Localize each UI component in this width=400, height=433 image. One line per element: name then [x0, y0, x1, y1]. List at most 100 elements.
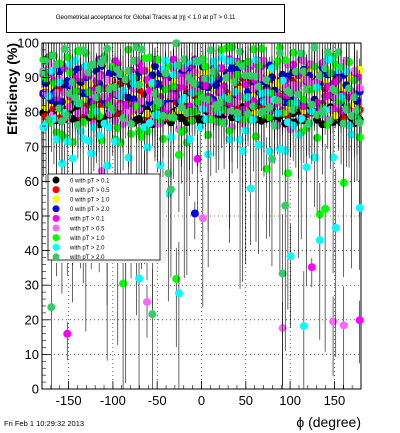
legend-marker [52, 234, 60, 242]
data-point [275, 49, 284, 58]
data-point [145, 53, 154, 62]
data-point [297, 114, 306, 123]
data-point [350, 93, 359, 102]
title-box: Geometrical acceptance for Global Tracks… [6, 4, 285, 33]
data-point [71, 93, 80, 102]
data-point [321, 204, 330, 213]
data-point [57, 117, 66, 126]
legend-marker [52, 176, 60, 184]
data-point [267, 154, 276, 163]
data-point [273, 96, 282, 105]
data-point [63, 111, 72, 120]
data-point [95, 85, 104, 94]
data-point [204, 95, 213, 104]
data-point [156, 99, 165, 108]
data-point [60, 45, 69, 54]
data-point [339, 321, 348, 330]
data-point [63, 53, 72, 62]
data-point [201, 115, 210, 124]
data-point [315, 71, 324, 80]
data-point [254, 82, 263, 91]
data-point [73, 121, 82, 130]
data-point [135, 80, 144, 89]
data-point [244, 109, 253, 118]
data-point [251, 72, 260, 81]
data-point [177, 103, 186, 112]
data-point [89, 60, 98, 69]
data-point [254, 140, 263, 149]
data-point [119, 279, 128, 288]
y-tick-label: 30 [25, 278, 39, 293]
legend-marker [52, 253, 60, 261]
data-point [111, 83, 120, 92]
data-point [132, 102, 141, 111]
data-point [294, 90, 303, 99]
x-tick-label: 150 [324, 393, 346, 408]
y-tick-label: 80 [25, 105, 39, 120]
data-point [52, 135, 61, 144]
data-point [270, 121, 279, 130]
data-point [143, 297, 152, 306]
data-point [180, 55, 189, 64]
data-point [267, 64, 276, 73]
data-point [233, 108, 242, 117]
data-point [92, 93, 101, 102]
data-point [150, 89, 159, 98]
data-point [185, 135, 194, 144]
data-point [286, 89, 295, 98]
y-tick-label: 0 [32, 382, 39, 397]
legend-label: 0 with pT > 1.0 [70, 198, 110, 204]
data-point [68, 78, 77, 87]
data-point [326, 116, 335, 125]
legend-marker [52, 186, 60, 194]
data-point [172, 39, 181, 48]
data-point [127, 119, 136, 128]
data-point [174, 289, 183, 298]
data-point [52, 60, 61, 69]
y-tick-label: 10 [25, 347, 39, 362]
data-point [100, 55, 109, 64]
data-point [174, 150, 183, 159]
data-point [84, 68, 93, 77]
data-point [310, 153, 319, 162]
data-point [119, 114, 128, 123]
x-tick-label: 50 [239, 393, 253, 408]
data-point [153, 55, 162, 64]
x-tick-label: -100 [100, 393, 126, 408]
legend-marker [52, 224, 60, 232]
data-point [47, 303, 56, 312]
data-point [278, 269, 287, 278]
legend-marker [52, 214, 60, 222]
data-point [342, 105, 351, 114]
timestamp: Fri Feb 1 10:29:32 2013 [4, 419, 85, 428]
data-point [103, 161, 112, 170]
data-point [299, 322, 308, 331]
data-point [182, 109, 191, 118]
legend-marker [52, 205, 60, 213]
data-point [310, 43, 319, 52]
data-point [196, 123, 205, 132]
data-point [206, 46, 215, 55]
y-tick-label: 60 [25, 174, 39, 189]
data-point [135, 274, 144, 283]
data-point [246, 184, 255, 193]
legend-box [47, 173, 161, 261]
data-point [289, 105, 298, 114]
data-point [355, 316, 364, 325]
data-point [180, 94, 189, 103]
data-point [148, 78, 157, 87]
y-axis-title: Efficiency (%) [4, 43, 20, 135]
data-point [198, 214, 207, 223]
legend-label: 0 with pT > 2.0 [70, 207, 110, 213]
y-tick-label: 50 [25, 209, 39, 224]
data-point [137, 132, 146, 141]
legend-label: with pT > 2.0 [69, 255, 105, 261]
data-point [103, 75, 112, 84]
x-tick-label: -50 [148, 393, 167, 408]
data-point [331, 86, 340, 95]
legend-label: with pT > 0.5 [69, 226, 105, 232]
data-point [265, 147, 274, 156]
legend-label: 0 with pT > 0.1 [70, 178, 110, 184]
data-point [164, 169, 173, 178]
